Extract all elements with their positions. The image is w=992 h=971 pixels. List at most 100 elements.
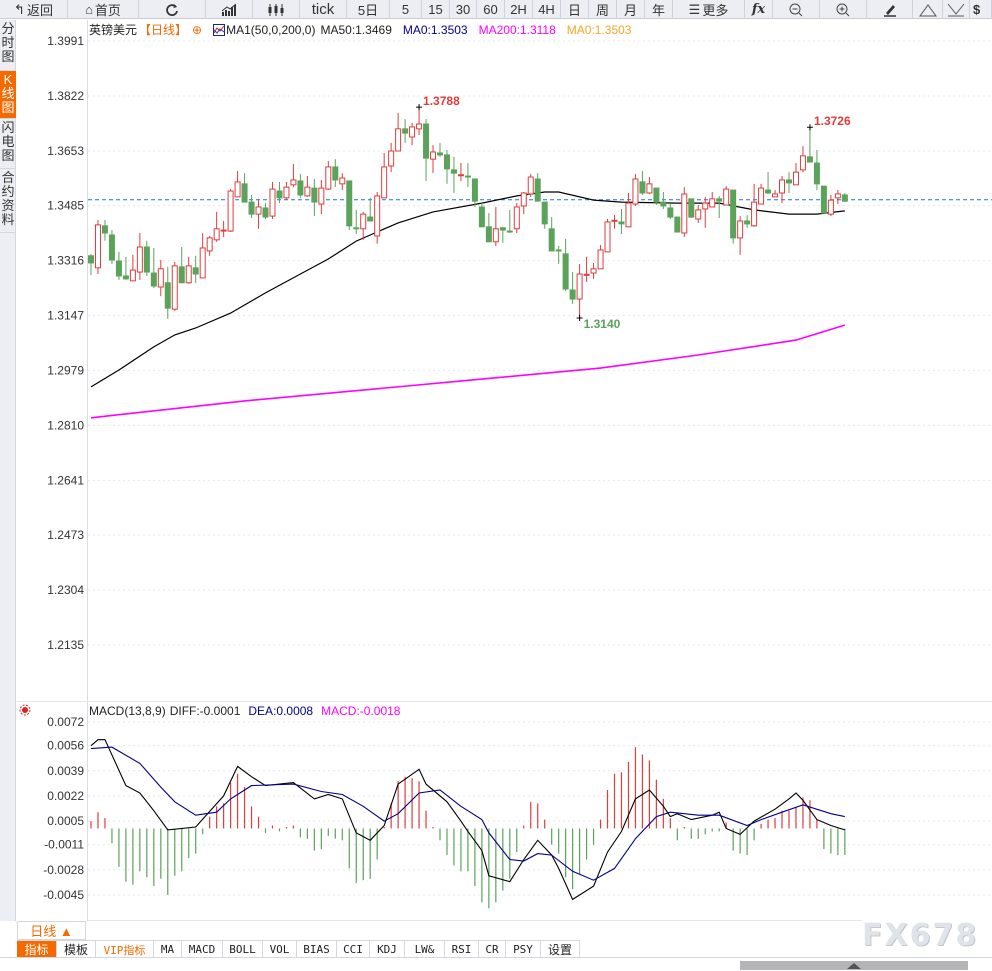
triangle-up-button[interactable]	[913, 0, 943, 19]
sidebar-item-timeshare[interactable]: 分时图	[0, 20, 16, 71]
candle	[653, 187, 660, 206]
draw-button[interactable]	[867, 0, 913, 19]
tab-settings[interactable]: 设置	[541, 941, 580, 958]
crosshair-toggle-icon[interactable]: ⊕	[192, 22, 203, 37]
tab-cr[interactable]: CR	[479, 941, 506, 958]
candle	[541, 201, 548, 229]
tab-boll[interactable]: BOLL	[223, 941, 263, 958]
candle-body	[143, 246, 150, 273]
candle	[646, 177, 653, 194]
candle-body	[248, 201, 255, 215]
ma200-value: MA200:1.3118	[478, 22, 556, 37]
candle-body	[806, 156, 813, 163]
candle-body	[597, 249, 604, 270]
candle-body	[667, 207, 674, 218]
sidebar-item-contract-info[interactable]: 合约资料	[0, 169, 16, 233]
menu-icon: ☰	[688, 1, 701, 17]
candle-body	[646, 183, 653, 194]
candle	[548, 217, 555, 252]
period-day-button[interactable]: 日	[561, 0, 589, 19]
tab-ma[interactable]: MA	[154, 941, 182, 958]
back-arrow-icon: ↰	[14, 1, 25, 17]
sidebar: 分时图 K线图 闪电图 合约资料	[0, 20, 16, 921]
candle	[129, 254, 136, 282]
price-tick-label: 1.3991	[47, 34, 84, 48]
period-selector[interactable]: 日线 ▲	[17, 921, 86, 940]
candle	[520, 192, 527, 215]
tab-kdj[interactable]: KDJ	[370, 941, 405, 958]
back-button[interactable]: ↰ 返回	[0, 0, 68, 19]
tab-bias[interactable]: BIAS	[297, 941, 337, 958]
tick-button[interactable]: tick	[300, 0, 347, 19]
home-button[interactable]: ⌂ 首页	[68, 0, 139, 19]
candle-body	[213, 228, 220, 241]
macd-value: MACD:-0.0018	[321, 704, 401, 718]
formula-button[interactable]: fx	[745, 0, 773, 19]
candle	[702, 196, 709, 228]
candle-body	[604, 221, 611, 253]
refresh-button[interactable]	[139, 0, 206, 19]
candle	[381, 152, 388, 199]
sidebar-item-kline[interactable]: K线图	[0, 71, 16, 119]
ma0-value-a: MA0:1.3503	[402, 22, 468, 37]
tab-psy[interactable]: PSY	[506, 941, 541, 958]
period-30-button[interactable]: 30	[450, 0, 477, 19]
period-month-button[interactable]: 月	[617, 0, 645, 19]
more-button[interactable]: ☰ 更多	[673, 0, 745, 19]
candle	[562, 238, 569, 291]
macd-tick-label: -0.0028	[43, 863, 84, 877]
tab-indicators[interactable]: 指标	[17, 941, 57, 958]
chart-type-button[interactable]	[206, 0, 253, 19]
candle	[353, 209, 360, 234]
sidebar-item-flash[interactable]: 闪电图	[0, 119, 16, 169]
period-year-button[interactable]: 年	[645, 0, 673, 19]
candle-body	[283, 186, 290, 199]
candlestick-button[interactable]	[253, 0, 300, 19]
candle	[122, 256, 129, 280]
zoom-out-button[interactable]	[773, 0, 820, 19]
macd-tick-label: 0.0056	[47, 739, 84, 753]
triangle-down-icon	[947, 3, 965, 16]
tab-cci[interactable]: CCI	[337, 941, 370, 958]
tab-macd[interactable]: MACD	[182, 941, 223, 958]
candle-body	[841, 194, 848, 202]
horizontal-scrollbar[interactable]	[0, 957, 992, 971]
candle	[758, 183, 765, 205]
scrollbar-thumb[interactable]	[740, 961, 968, 970]
period-5-button[interactable]: 5	[390, 0, 422, 19]
candle-body	[527, 176, 534, 195]
candle	[248, 194, 255, 219]
candle-body	[108, 234, 115, 261]
candle	[339, 173, 346, 191]
tab-templates[interactable]: 模板	[57, 941, 96, 958]
candle	[499, 226, 506, 243]
candle-body	[94, 224, 101, 269]
candle-body	[353, 227, 360, 230]
triangle-down-button[interactable]	[943, 0, 970, 19]
candle-body	[681, 193, 688, 234]
tab-vol[interactable]: VOL	[263, 941, 297, 958]
indicator-chart-icon[interactable]	[213, 23, 226, 36]
tab-vip-indicators[interactable]: VIP指标	[96, 941, 154, 958]
period-15-button[interactable]: 15	[422, 0, 450, 19]
price-tick-label: 1.2473	[47, 528, 84, 542]
candle-body	[590, 268, 597, 274]
fx-icon: fx	[751, 2, 766, 17]
macd-settings-icon[interactable]	[19, 704, 31, 716]
tab-lw[interactable]: LW&	[405, 941, 445, 958]
candle-body	[834, 193, 841, 199]
candle	[618, 208, 625, 234]
candle	[164, 266, 171, 319]
price-chart[interactable]: 1.3991 1.3822 1.3653 1.3485 1.3316 1.3147 1.29…	[0, 0, 992, 921]
period-4h-button[interactable]: 4H	[533, 0, 561, 19]
candle-body	[618, 221, 625, 225]
candle-body	[395, 128, 402, 152]
period-2h-button[interactable]: 2H	[505, 0, 533, 19]
candle	[737, 216, 744, 255]
period-60-button[interactable]: 60	[477, 0, 505, 19]
period-week-button[interactable]: 周	[589, 0, 617, 19]
candle	[639, 170, 646, 195]
zoom-in-button[interactable]	[820, 0, 867, 19]
tab-rsi[interactable]: RSI	[445, 941, 479, 958]
five-day-button[interactable]: 5日	[347, 0, 390, 19]
